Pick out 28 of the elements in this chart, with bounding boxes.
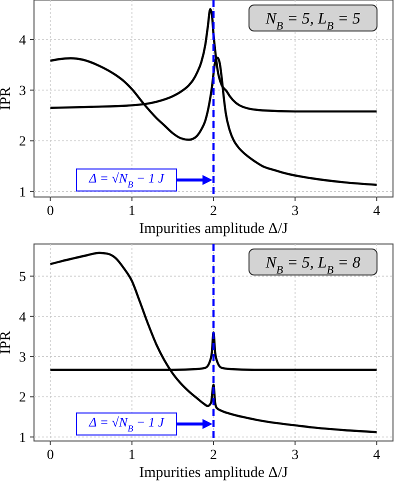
x-tick-label: 4 (373, 204, 380, 219)
x-tick-label: 1 (128, 204, 136, 219)
y-axis-title: IPR (0, 330, 14, 354)
x-tick-label: 0 (46, 448, 54, 463)
annotation: N$_{B}$ = 5, L$_{B}$ = 5 (264, 10, 360, 33)
y-tick-label: 5 (19, 270, 26, 286)
x-tick-label: 2 (210, 448, 217, 463)
y-tick-label: 2 (19, 390, 26, 406)
y-tick-label: 2 (19, 134, 26, 150)
y-tick-label: 1 (19, 430, 26, 446)
x-tick-label: 3 (292, 204, 299, 219)
annotation: N$_{B}$ = 5, L$_{B}$ = 8 (264, 254, 360, 277)
line-series (49, 252, 378, 434)
x-tick-label: 1 (128, 448, 136, 463)
annotation: Δ = √N$_{B}$ − 1 J (88, 170, 166, 190)
x-axis-title: Impurities amplitude Δ/J (139, 221, 288, 237)
y-axis-title: IPR (0, 86, 14, 110)
x-axis-title: Impurities amplitude Δ/J (139, 465, 288, 481)
y-tick-label: 4 (19, 33, 26, 48)
x-tick-label: 4 (373, 448, 380, 463)
y-tick-label: 4 (19, 310, 26, 326)
annotation: Δ = √N$_{B}$ − 1 J (88, 414, 166, 434)
x-tick-label: 3 (292, 448, 299, 463)
y-tick-label: 3 (19, 350, 26, 366)
y-tick-label: 3 (19, 84, 26, 100)
y-tick-label: 1 (19, 185, 26, 200)
x-tick-label: 0 (46, 204, 54, 219)
x-tick-label: 2 (210, 204, 217, 219)
